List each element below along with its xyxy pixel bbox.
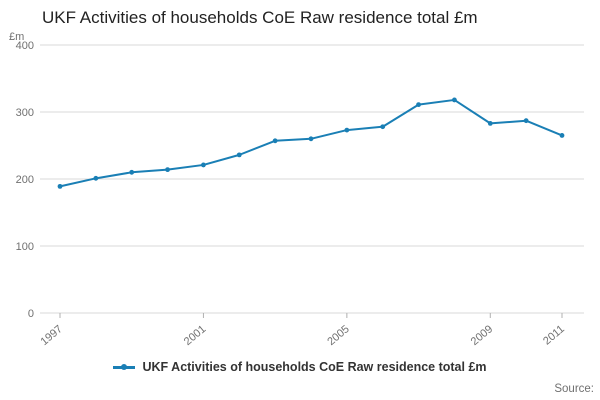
x-tick-label: 2005	[325, 323, 351, 348]
chart-title: UKF Activities of households CoE Raw res…	[42, 8, 478, 27]
data-point-marker	[452, 97, 457, 103]
data-point-marker	[129, 169, 135, 175]
data-point-marker	[523, 118, 529, 124]
legend-label: UKF Activities of households CoE Raw res…	[142, 360, 487, 374]
data-point-marker	[93, 175, 99, 181]
y-tick-label: 100	[16, 241, 34, 253]
y-tick-label: 300	[16, 107, 34, 119]
line-chart-canvas: 0 100 200 300 400 1997 2001 2005 2009 2011	[16, 40, 584, 348]
source-label: Source:	[554, 383, 594, 395]
legend-point-marker-icon	[121, 363, 128, 370]
data-point-marker	[272, 138, 278, 144]
data-point-marker	[308, 136, 314, 142]
data-point-marker	[236, 152, 242, 158]
data-point-marker	[344, 127, 350, 133]
legend-line-marker-icon	[113, 363, 136, 370]
x-tick-label: 1997	[38, 323, 64, 348]
data-point-marker	[487, 120, 493, 126]
data-point-marker	[57, 183, 63, 189]
y-tick-label: 400	[16, 40, 34, 52]
data-point-marker	[380, 124, 386, 130]
y-tick-label: 200	[16, 174, 34, 186]
x-tick-label: 2009	[469, 323, 495, 348]
y-tick-label: 0	[28, 308, 34, 320]
data-point-marker	[165, 167, 170, 173]
data-point-marker	[559, 133, 565, 138]
x-tick-label: 2011	[541, 323, 567, 347]
y-axis-unit-label: £m	[9, 31, 25, 43]
data-point-marker	[201, 162, 206, 168]
x-tick-label: 2001	[182, 323, 208, 348]
legend: UKF Activities of households CoE Raw res…	[0, 360, 600, 374]
data-point-marker	[416, 102, 421, 108]
data-line	[59, 98, 563, 188]
